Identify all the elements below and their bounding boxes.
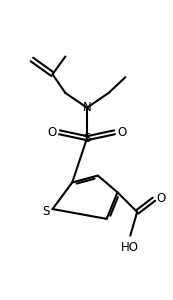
Text: O: O [118, 126, 127, 139]
Text: O: O [47, 126, 56, 139]
Text: S: S [83, 132, 91, 145]
Text: N: N [83, 101, 91, 114]
Text: O: O [156, 192, 165, 205]
Text: HO: HO [121, 241, 139, 254]
Text: S: S [42, 205, 49, 218]
